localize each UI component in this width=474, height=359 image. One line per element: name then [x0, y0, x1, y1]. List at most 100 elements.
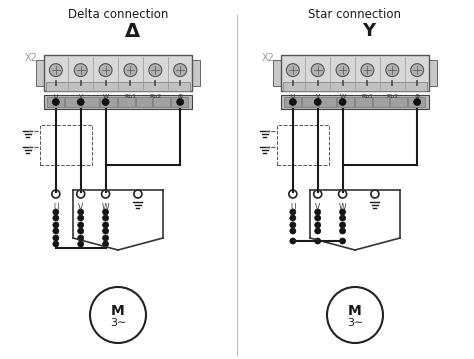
- Circle shape: [290, 215, 296, 221]
- Circle shape: [339, 238, 346, 244]
- Text: W: W: [339, 203, 346, 212]
- Bar: [82, 97, 99, 107]
- Circle shape: [311, 64, 324, 76]
- Bar: [171, 97, 188, 107]
- Circle shape: [102, 215, 109, 221]
- Circle shape: [149, 64, 162, 76]
- Bar: [100, 97, 117, 107]
- Bar: [281, 95, 429, 109]
- Text: Rb1: Rb1: [124, 94, 137, 99]
- Text: W: W: [102, 203, 109, 212]
- Circle shape: [315, 228, 321, 234]
- Bar: [46, 82, 190, 91]
- Bar: [429, 60, 437, 85]
- Circle shape: [90, 287, 146, 343]
- Bar: [154, 97, 170, 107]
- Circle shape: [177, 98, 183, 106]
- Circle shape: [49, 64, 62, 76]
- Text: V: V: [315, 203, 320, 212]
- Circle shape: [173, 64, 187, 76]
- Circle shape: [327, 287, 383, 343]
- Text: Delta connection: Delta connection: [68, 8, 168, 21]
- Circle shape: [286, 64, 299, 76]
- Text: V: V: [316, 94, 320, 99]
- Circle shape: [315, 215, 321, 221]
- Circle shape: [78, 209, 84, 215]
- Bar: [373, 97, 390, 107]
- Circle shape: [74, 64, 87, 76]
- Text: 3∼: 3∼: [110, 318, 126, 328]
- Circle shape: [315, 222, 321, 228]
- Bar: [136, 97, 153, 107]
- Text: 3∼: 3∼: [347, 318, 363, 328]
- Circle shape: [78, 228, 84, 234]
- Circle shape: [339, 209, 346, 215]
- Text: ⊕: ⊕: [415, 94, 420, 99]
- Circle shape: [102, 241, 109, 247]
- Circle shape: [361, 64, 374, 76]
- Circle shape: [102, 209, 109, 215]
- Circle shape: [134, 190, 142, 198]
- Text: Δ: Δ: [125, 22, 139, 41]
- Circle shape: [52, 190, 60, 198]
- Text: V: V: [78, 203, 83, 212]
- Bar: [284, 97, 301, 107]
- Bar: [302, 97, 319, 107]
- Circle shape: [78, 241, 84, 247]
- Text: W: W: [339, 94, 346, 99]
- Circle shape: [78, 222, 84, 228]
- Bar: [277, 125, 329, 165]
- Circle shape: [78, 215, 84, 221]
- Circle shape: [53, 228, 59, 234]
- Bar: [273, 60, 281, 85]
- Bar: [47, 97, 64, 107]
- Circle shape: [53, 209, 59, 215]
- Bar: [44, 95, 192, 109]
- Circle shape: [290, 222, 296, 228]
- Circle shape: [52, 98, 59, 106]
- Bar: [391, 97, 407, 107]
- Circle shape: [102, 222, 109, 228]
- Text: X2: X2: [262, 53, 275, 63]
- Circle shape: [410, 64, 424, 76]
- Bar: [192, 60, 200, 85]
- Text: M: M: [111, 304, 125, 318]
- Circle shape: [386, 64, 399, 76]
- Circle shape: [53, 215, 59, 221]
- Circle shape: [339, 98, 346, 106]
- Circle shape: [53, 235, 59, 241]
- Circle shape: [339, 228, 346, 234]
- Text: ⊕: ⊕: [178, 94, 183, 99]
- Circle shape: [77, 98, 84, 106]
- Text: V: V: [79, 94, 83, 99]
- Bar: [44, 55, 192, 91]
- Bar: [281, 55, 429, 91]
- Text: X2: X2: [25, 53, 38, 63]
- Circle shape: [101, 190, 109, 198]
- Circle shape: [290, 228, 296, 234]
- Circle shape: [124, 64, 137, 76]
- Circle shape: [289, 190, 297, 198]
- Bar: [319, 97, 336, 107]
- Text: M: M: [348, 304, 362, 318]
- Text: Star connection: Star connection: [309, 8, 401, 21]
- Bar: [65, 97, 82, 107]
- Circle shape: [338, 190, 346, 198]
- Bar: [283, 82, 427, 91]
- Circle shape: [77, 190, 85, 198]
- Text: U: U: [291, 94, 295, 99]
- Circle shape: [102, 228, 109, 234]
- Circle shape: [336, 64, 349, 76]
- Circle shape: [314, 98, 321, 106]
- Bar: [118, 97, 135, 107]
- Circle shape: [290, 238, 296, 244]
- Circle shape: [53, 222, 59, 228]
- Bar: [408, 97, 425, 107]
- Circle shape: [371, 190, 379, 198]
- Text: U: U: [54, 94, 58, 99]
- Circle shape: [290, 209, 296, 215]
- Circle shape: [289, 98, 296, 106]
- Circle shape: [315, 238, 321, 244]
- Circle shape: [99, 64, 112, 76]
- Text: Rb2: Rb2: [386, 94, 399, 99]
